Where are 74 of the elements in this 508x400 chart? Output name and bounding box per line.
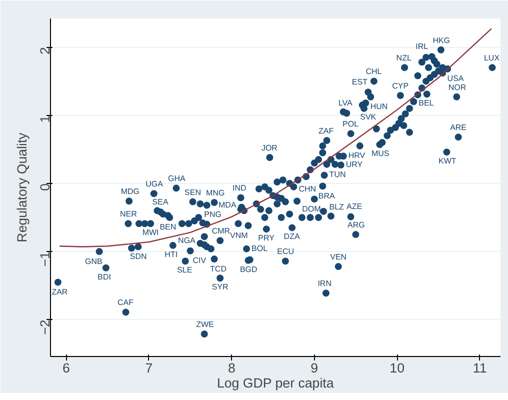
x-tick-label: 11	[472, 360, 487, 376]
annotation: IND	[232, 184, 247, 193]
annotation: NER	[120, 210, 138, 219]
annotation: TUN	[329, 170, 346, 180]
annotation: POL	[342, 120, 360, 129]
annotation: CMR	[212, 226, 230, 236]
annotation: MNG	[206, 188, 225, 198]
y-tick-label: 2	[38, 47, 52, 55]
annotation: BOL	[252, 244, 268, 253]
annotation: CHL	[366, 67, 382, 76]
annotation: HTI	[164, 250, 178, 259]
y-tick-label: 0	[38, 183, 52, 191]
annotation: DZA	[284, 232, 300, 242]
annotation: VEN	[330, 252, 347, 262]
annotation: MWI	[142, 228, 159, 238]
x-axis-title: Log GDP per capita	[216, 376, 334, 390]
annotation: ARG	[347, 220, 365, 230]
annotation: SDN	[130, 252, 148, 262]
annotation: IRL	[416, 42, 429, 51]
annotation: HUN	[370, 102, 388, 112]
annotation: ARE	[450, 123, 467, 132]
annotation: DOM	[302, 204, 322, 214]
annotation: LVA	[338, 98, 353, 108]
annotation: ZWE	[196, 320, 214, 330]
annotation: LUX	[484, 54, 500, 63]
annotation: ZAF	[318, 126, 334, 136]
annotation: AZE	[346, 202, 362, 212]
annotation: BRA	[318, 191, 336, 200]
annotation: NOR	[448, 82, 466, 92]
annotation: SYR	[212, 282, 228, 292]
annotation: CYP	[392, 82, 409, 91]
annotation: ZAR	[52, 287, 68, 296]
annotation: IRN	[318, 279, 332, 288]
annotation: SVK	[360, 112, 377, 122]
annotation: ECU	[277, 247, 294, 256]
annotation: VNM	[230, 230, 248, 240]
x-tick-label: 8	[228, 360, 236, 376]
annotation: PNG	[204, 210, 222, 219]
annotation: CHN	[298, 184, 316, 194]
annotation: GNB	[85, 256, 102, 266]
annotation: SLE	[177, 266, 192, 275]
y-tick-label: −2	[38, 320, 52, 335]
annotation: UGA	[146, 180, 164, 189]
y-tick-label: −1	[38, 252, 52, 267]
annotation: TCD	[210, 264, 227, 274]
annotation: CAF	[118, 298, 134, 308]
annotation: USA	[447, 74, 464, 84]
annotation: SEA	[152, 197, 169, 206]
annotation: PRY	[258, 234, 276, 243]
x-tick-label: 6	[62, 360, 70, 376]
annotation: BGD	[240, 264, 258, 274]
y-axis-title: Regulatory Quality	[14, 132, 30, 242]
annotation: HRV	[348, 151, 366, 160]
annotation: MDG	[120, 187, 140, 196]
annotation: NZL	[396, 54, 412, 63]
annotation: URY	[346, 160, 364, 170]
x-tick-label: 10	[390, 360, 405, 376]
annotation: BLZ	[329, 202, 344, 212]
annotation: MDA	[218, 200, 237, 210]
annotation: KWT	[438, 156, 456, 166]
annotation: BDI	[98, 272, 112, 282]
annotation: BEN	[160, 222, 176, 232]
annotation: HKG	[432, 36, 450, 45]
annotation: NGA	[178, 236, 196, 246]
annotation: JOR	[261, 144, 278, 153]
annotation: SEN	[184, 188, 202, 197]
x-tick-label: 9	[310, 360, 318, 376]
annotation: CIV	[192, 256, 207, 266]
annotation: EST	[352, 77, 368, 86]
annotation: MUS	[371, 149, 390, 158]
annotation: BEL	[418, 98, 434, 108]
y-tick-label: 1	[38, 115, 52, 123]
annotation: GHA	[168, 174, 186, 184]
x-tick-label: 7	[145, 360, 153, 376]
